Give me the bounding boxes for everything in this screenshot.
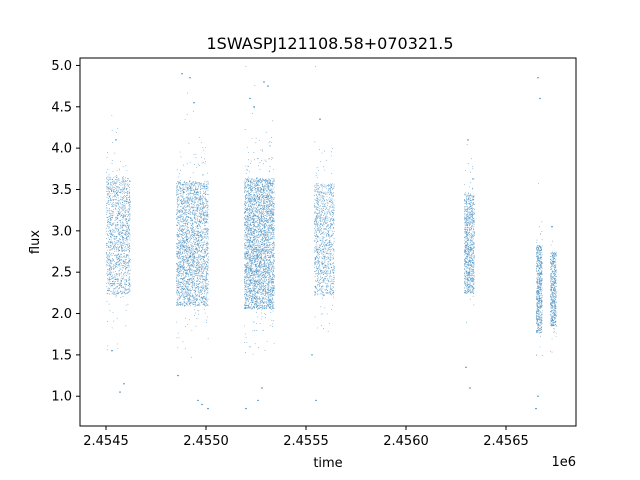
x-tick-label: 2.4545 bbox=[83, 434, 129, 449]
flux-point bbox=[261, 387, 263, 389]
flux-point bbox=[249, 97, 251, 100]
flux-point bbox=[207, 407, 209, 410]
flux-point bbox=[181, 73, 183, 75]
flux-point bbox=[177, 374, 179, 377]
x-offset-label: 1e6 bbox=[551, 455, 576, 470]
x-tick-label: 2.4550 bbox=[183, 434, 229, 449]
flux-point bbox=[119, 391, 121, 393]
flux-point bbox=[465, 366, 467, 368]
flux-point bbox=[189, 77, 191, 79]
y-tick-label: 4.5 bbox=[51, 100, 72, 115]
flux-point bbox=[263, 81, 265, 83]
flux-point bbox=[111, 350, 113, 352]
flux-point bbox=[201, 403, 203, 406]
flux-point bbox=[267, 85, 269, 87]
y-tick-label: 2.0 bbox=[51, 307, 72, 322]
chart-title: 1SWASPJ121108.58+070321.5 bbox=[206, 34, 453, 53]
y-tick-label: 3.0 bbox=[51, 224, 72, 239]
y-tick-label: 5.0 bbox=[51, 59, 72, 74]
flux-point bbox=[253, 106, 255, 108]
y-axis-label: flux bbox=[28, 230, 43, 254]
y-axis: 1.0 1.5 2.0 2.5 3.0 3.5 4.0 4.5 5.0 bbox=[51, 59, 80, 405]
plot-frame bbox=[79, 57, 577, 427]
flux-point bbox=[539, 97, 541, 100]
flux-point bbox=[467, 139, 469, 141]
data-points bbox=[106, 66, 557, 410]
y-tick-label: 1.0 bbox=[51, 390, 72, 405]
flux-point bbox=[123, 383, 125, 385]
x-tick-label: 2.4560 bbox=[383, 434, 429, 449]
y-tick-label: 1.5 bbox=[51, 348, 72, 363]
flux-point bbox=[245, 407, 247, 410]
flux-point bbox=[469, 387, 471, 389]
x-axis-label: time bbox=[313, 456, 342, 471]
flux-point bbox=[197, 399, 199, 402]
x-tick-label: 2.4565 bbox=[483, 434, 529, 449]
x-axis: 2.4545 2.4550 2.4555 2.4560 2.4565 bbox=[83, 426, 529, 449]
y-tick-label: 2.5 bbox=[51, 266, 72, 281]
flux-point bbox=[319, 118, 321, 120]
flux-point bbox=[537, 77, 539, 79]
flux-point bbox=[257, 399, 259, 402]
flux-point bbox=[115, 139, 117, 141]
x-tick-label: 2.4555 bbox=[283, 434, 329, 449]
flux-point bbox=[193, 102, 195, 104]
flux-point bbox=[315, 399, 317, 402]
flux-point bbox=[535, 407, 537, 410]
flux-point bbox=[537, 395, 539, 397]
flux-point-cloud bbox=[106, 66, 557, 358]
flux-point bbox=[551, 226, 553, 228]
flux-point bbox=[311, 354, 313, 356]
y-tick-label: 3.5 bbox=[51, 183, 72, 198]
y-tick-label: 4.0 bbox=[51, 142, 72, 157]
